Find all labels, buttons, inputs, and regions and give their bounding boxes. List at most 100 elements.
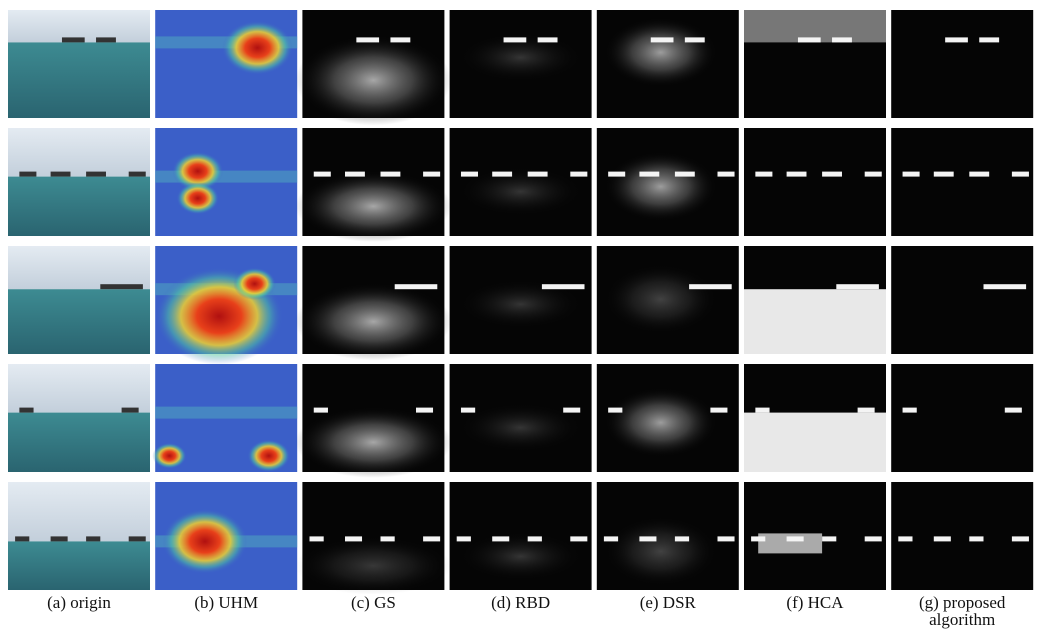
ship [310,536,324,541]
ship [356,37,379,42]
sea [8,289,150,354]
ship [423,172,440,177]
sea [8,541,150,590]
blob [604,264,718,334]
ship [51,536,68,541]
ship [836,284,879,289]
blob [604,17,718,87]
region [744,289,886,354]
ship [608,172,625,177]
ship [345,536,362,541]
ship [969,172,989,177]
ship [934,536,951,541]
ship [122,408,139,413]
ship [675,172,695,177]
saliency-bg [891,246,1033,354]
ship [608,408,622,413]
ship [570,172,587,177]
ship [492,172,512,177]
ship [1012,172,1029,177]
ship [96,37,116,42]
ship [62,37,85,42]
ship [129,172,146,177]
ship [528,536,542,541]
caption: (c) GS [302,594,444,611]
sea [8,413,150,472]
ship [129,536,146,541]
figure: (a) origin(b) UHM(c) GS(d) RBD(e) DSR(f)… [0,0,1037,633]
caption: (g) proposed algorithm [907,594,1017,628]
saliency-bg [891,364,1033,472]
ship [755,408,769,413]
ship [710,408,727,413]
ship [86,536,100,541]
ship [718,536,735,541]
ship [542,284,585,289]
heatmap-band [155,407,297,419]
ship [865,536,882,541]
heat-blob [233,268,276,300]
sky [8,246,150,289]
ship [639,172,659,177]
ship [51,172,71,177]
noise [295,35,451,126]
ship [504,37,527,42]
caption: (a) origin [8,594,150,611]
saliency-bg [891,128,1033,236]
sky [8,128,150,177]
sea [8,42,150,118]
ship [538,37,558,42]
caption: (e) DSR [597,594,739,611]
saliency-bg [891,482,1033,590]
image-grid [0,0,1037,594]
saliency-bg [744,128,886,236]
ship [639,536,656,541]
blob [604,152,718,222]
ship [314,172,331,177]
saliency-bg [891,10,1033,118]
ship [984,284,1027,289]
ship [19,408,33,413]
ship [858,408,875,413]
ship [685,37,705,42]
ship [903,408,917,413]
blob [604,388,718,458]
ship [1005,408,1022,413]
ship [86,172,106,177]
ship [979,37,999,42]
ship [651,37,674,42]
ship [865,172,882,177]
caption: (d) RBD [450,594,592,611]
ship [492,536,509,541]
blotch [457,531,585,581]
ship [314,408,328,413]
ship [19,172,36,177]
caption: (b) UHM [155,594,297,611]
noise [295,283,451,361]
ship [822,172,842,177]
ship [345,172,365,177]
region [744,413,886,472]
ship [15,536,29,541]
ship [461,408,475,413]
ship [787,172,807,177]
ship [718,172,735,177]
ship [381,172,401,177]
ship [570,536,587,541]
heat-blob [222,21,293,75]
ship [604,536,618,541]
ship [416,408,433,413]
ship [751,536,765,541]
noise [295,407,451,478]
ship [689,284,732,289]
noise [295,171,451,242]
ship [822,536,836,541]
ship [787,536,804,541]
ship [798,37,821,42]
ship [390,37,410,42]
blob [604,516,718,586]
ship [457,536,471,541]
ship [903,172,920,177]
ship [832,37,852,42]
ship [423,536,440,541]
